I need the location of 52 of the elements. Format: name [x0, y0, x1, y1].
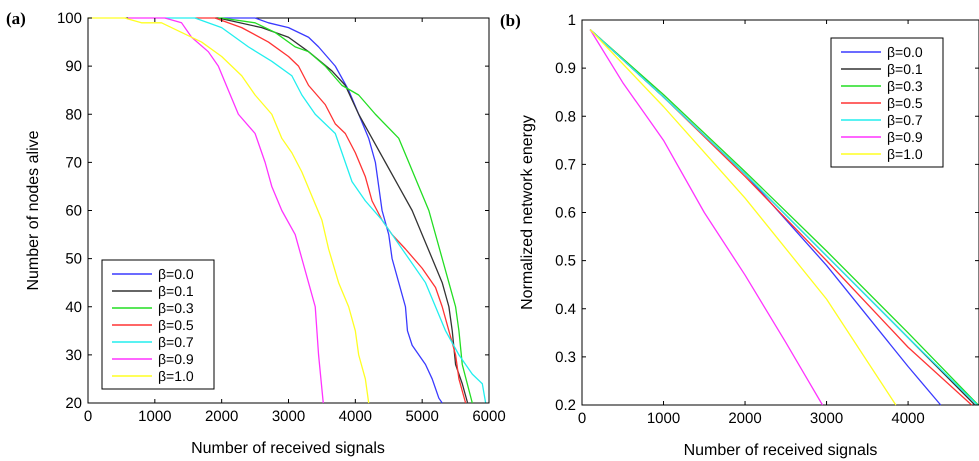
line-series: [127, 17, 324, 404]
y-tick-label: 80: [65, 106, 82, 124]
y-tick-label: 0.2: [555, 397, 576, 414]
y-tick-label: 20: [65, 395, 82, 412]
x-tick-label: 0: [84, 408, 92, 425]
y-tick-label: 0.4: [555, 300, 576, 318]
y-tick-label: 0.5: [555, 252, 576, 270]
legend-label: β=0.1: [887, 61, 923, 77]
y-axis-title: Number of nodes alive: [25, 130, 42, 291]
y-tick-label: 60: [65, 202, 82, 220]
legend-label: β=0.0: [887, 44, 923, 60]
chart-title: (b): [500, 11, 521, 30]
x-axis-title: Number of received signals: [191, 440, 385, 457]
legend-label: β=0.3: [158, 300, 194, 316]
legend-label: β=0.5: [158, 317, 194, 333]
x-tick-label: 1000: [138, 408, 172, 425]
y-tick-label: 100: [56, 10, 82, 27]
legend-label: β=0.9: [887, 129, 923, 145]
x-tick-label: 3000: [272, 408, 306, 425]
y-tick-label: 0.7: [555, 156, 576, 174]
legend-label: β=0.1: [158, 283, 194, 299]
x-tick-label: 2000: [728, 410, 762, 427]
chart-title: (a): [6, 9, 26, 28]
x-tick-label: 3000: [810, 410, 844, 427]
legend-label: β=0.5: [887, 95, 923, 111]
x-tick-label: 4000: [891, 410, 925, 427]
y-tick-label: 90: [65, 58, 82, 76]
y-tick-label: 30: [65, 346, 82, 364]
x-tick-label: 6000: [472, 408, 506, 425]
legend-label: β=0.0: [158, 266, 194, 282]
legend-label: β=1.0: [887, 146, 923, 162]
x-tick-label: 1000: [646, 410, 680, 427]
x-tick-label: 4000: [338, 408, 372, 425]
line-series: [590, 28, 824, 406]
y-tick-label: 1: [568, 12, 576, 29]
y-tick-label: 50: [65, 250, 82, 268]
y-tick-label: 0.8: [555, 108, 576, 126]
x-tick-label: 5000: [405, 408, 439, 425]
legend-label: β=0.7: [158, 334, 194, 350]
y-axis-title: Normalized network energy: [519, 115, 536, 310]
y-tick-label: 70: [65, 154, 82, 172]
y-tick-label: 0.6: [555, 204, 576, 222]
x-tick-label: 2000: [204, 408, 238, 425]
legend-label: β=0.9: [158, 351, 194, 367]
y-tick-label: 0.3: [555, 348, 576, 366]
legend-label: β=1.0: [158, 368, 194, 384]
x-tick-label: 0: [578, 410, 586, 427]
legend-label: β=0.7: [887, 112, 923, 128]
y-tick-label: 0.9: [555, 60, 576, 78]
x-axis-title: Number of received signals: [684, 442, 878, 459]
y-tick-label: 40: [65, 298, 82, 316]
legend-label: β=0.3: [887, 78, 923, 94]
